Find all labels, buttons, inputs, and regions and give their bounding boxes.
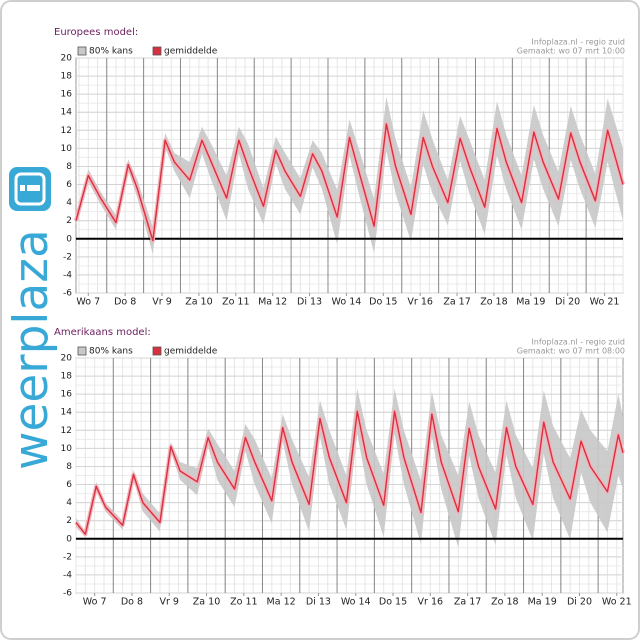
- y-tick-label: 8: [66, 162, 72, 172]
- legend-label: 80% kans: [89, 47, 133, 57]
- x-tick-label: Vr 9: [160, 597, 179, 608]
- y-tick-label: 10: [61, 144, 73, 154]
- x-tick-label: Zo 18: [480, 297, 507, 308]
- y-tick-label: 6: [66, 180, 72, 190]
- x-tick-label: Vr 16: [407, 297, 433, 308]
- legend-swatch: [77, 346, 87, 356]
- legend-label: gemiddelde: [164, 347, 218, 357]
- y-tick-label: 0: [66, 234, 72, 244]
- x-tick-label: Za 17: [454, 597, 481, 608]
- y-tick-label: -4: [63, 270, 72, 280]
- legend-swatch: [77, 46, 87, 56]
- y-tick-label: 20: [61, 354, 73, 364]
- x-tick-label: Za 10: [185, 297, 212, 308]
- source: Infoplaza.nl - regio zuid: [531, 338, 625, 347]
- y-tick-label: 20: [61, 54, 73, 64]
- x-tick-label: Di 20: [567, 597, 592, 608]
- y-tick-label: 4: [66, 498, 72, 508]
- y-tick-label: 12: [61, 426, 72, 436]
- x-tick-label: Do 8: [121, 597, 143, 608]
- x-tick-label: Di 20: [555, 297, 580, 308]
- band: [76, 96, 623, 255]
- y-tick-label: 2: [66, 516, 72, 526]
- y-tick-label: 2: [66, 216, 72, 226]
- x-tick-label: Vr 16: [418, 597, 444, 608]
- y-tick-label: 0: [66, 534, 72, 544]
- y-tick-label: 6: [66, 480, 72, 490]
- x-tick-label: Do 8: [114, 297, 136, 308]
- y-tick-label: 10: [61, 444, 73, 454]
- x-tick-label: Wo 7: [83, 597, 107, 608]
- y-tick-label: -6: [63, 589, 72, 599]
- y-tick-label: 8: [66, 462, 72, 472]
- x-tick-label: Di 13: [297, 297, 322, 308]
- source: Infoplaza.nl - regio zuid: [531, 38, 625, 47]
- created: Gemaakt: wo 07 mrt 10:00: [517, 47, 625, 56]
- chart-title: Amerikaans model:: [54, 327, 151, 338]
- y-tick-label: 14: [61, 108, 73, 118]
- logo-icon-dot: [20, 185, 25, 191]
- x-tick-label: Zo 11: [222, 297, 249, 308]
- x-tick-label: Ma 19: [516, 297, 545, 308]
- y-tick-label: -2: [63, 252, 72, 262]
- x-tick-label: Wo 14: [332, 297, 362, 308]
- x-tick-label: Za 10: [193, 597, 220, 608]
- x-tick-label: Wo 14: [341, 597, 371, 608]
- x-tick-label: Vr 9: [152, 297, 171, 308]
- y-tick-label: -6: [63, 289, 72, 299]
- y-tick-label: 4: [66, 198, 72, 208]
- logo: weerplaza: [4, 229, 59, 470]
- mean-line: [75, 123, 624, 242]
- x-tick-label: Zo 11: [230, 597, 257, 608]
- x-tick-label: Do 15: [379, 597, 407, 608]
- x-tick-label: Do 15: [369, 297, 397, 308]
- x-tick-label: Ma 12: [267, 597, 296, 608]
- x-tick-label: Wo 7: [76, 297, 100, 308]
- legend-swatch: [152, 46, 162, 56]
- y-tick-label: 12: [61, 126, 72, 136]
- legend-swatch: [152, 346, 162, 356]
- x-tick-label: Za 17: [443, 297, 470, 308]
- x-tick-label: Zo 18: [491, 597, 518, 608]
- logo-icon-inner: [14, 172, 46, 206]
- y-tick-label: -4: [63, 570, 72, 580]
- y-tick-label: -2: [63, 552, 72, 562]
- mean-line: [75, 410, 624, 535]
- y-tick-label: 16: [61, 90, 73, 100]
- legend-label: gemiddelde: [164, 47, 218, 57]
- created: Gemaakt: wo 07 mrt 08:00: [517, 347, 625, 356]
- y-tick-label: 14: [61, 408, 73, 418]
- x-tick-label: Wo 21: [590, 297, 620, 308]
- x-tick-label: Di 13: [306, 597, 331, 608]
- x-tick-label: Ma 12: [258, 297, 287, 308]
- y-tick-label: 18: [61, 372, 73, 382]
- legend-label: 80% kans: [89, 347, 133, 357]
- x-tick-label: Ma 19: [528, 597, 557, 608]
- x-tick-label: Wo 21: [602, 597, 632, 608]
- y-tick-label: 18: [61, 72, 73, 82]
- chart-title: Europees model:: [54, 27, 138, 38]
- y-tick-label: 16: [61, 390, 73, 400]
- logo-icon-i: [27, 185, 40, 191]
